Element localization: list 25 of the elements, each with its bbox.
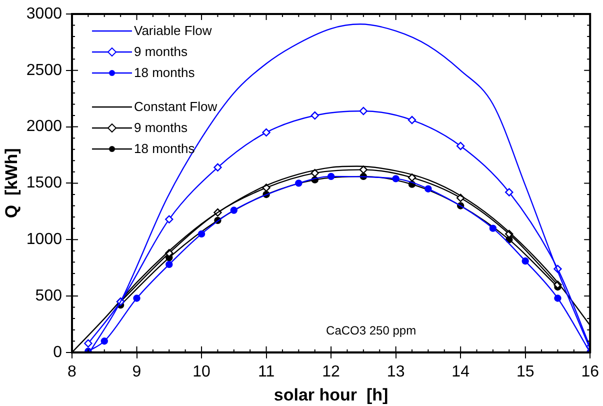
x-tick-label: 12	[322, 363, 340, 380]
x-tick-label: 15	[516, 363, 534, 380]
legend-label: 18 months	[134, 140, 195, 158]
y-tick-label: 3000	[26, 5, 62, 22]
x-axis-title: solar hour [h]	[274, 385, 388, 404]
y-tick-label: 2500	[26, 62, 62, 79]
x-tick-label: 13	[386, 363, 405, 380]
y-tick-label: 1500	[26, 174, 62, 192]
x-tick-label: 8	[68, 363, 77, 380]
annotation: CaCO3 250 ppm	[326, 323, 416, 338]
x-tick-label: 10	[192, 363, 211, 380]
y-tick-label: 1000	[26, 231, 62, 248]
x-tick-label: 16	[581, 363, 600, 380]
legend-label: Variable Flow	[134, 22, 212, 40]
x-tick-label: 14	[452, 363, 470, 380]
legend-label: 9 months	[134, 43, 188, 61]
legend-label: Constant Flow	[134, 98, 218, 116]
x-tick-label: 9	[132, 363, 142, 380]
y-tick-label: 500	[35, 287, 62, 304]
x-tick-label: 11	[258, 363, 275, 380]
y-tick-label: 0	[53, 344, 62, 361]
legend-label: 18 months	[134, 64, 195, 82]
y-tick-label: 2000	[26, 118, 62, 136]
y-axis-title: Q [kWh]	[2, 148, 21, 218]
legend-label: 9 months	[134, 119, 188, 137]
